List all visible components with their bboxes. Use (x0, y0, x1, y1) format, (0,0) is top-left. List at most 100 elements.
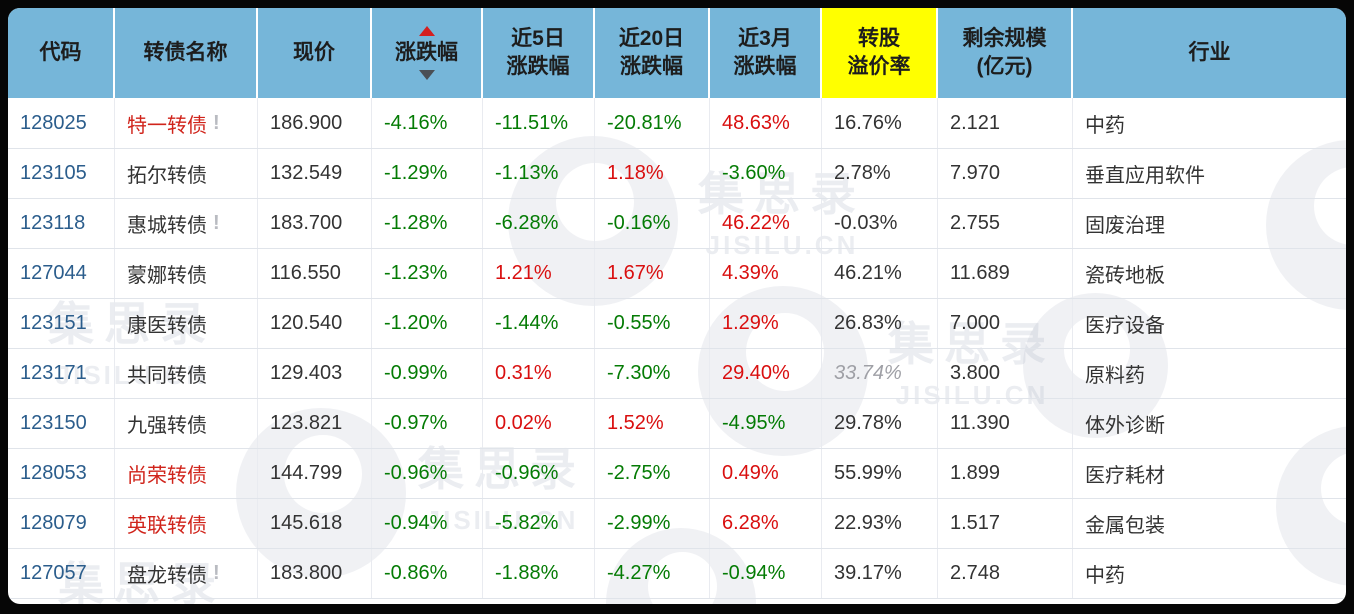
bond-code-link[interactable]: 128025 (20, 111, 87, 134)
cell-change5d: -1.13% (483, 149, 595, 198)
cell-name[interactable]: 共同转债 (115, 349, 258, 398)
bond-code-link[interactable]: 128079 (20, 512, 87, 534)
col-header-industry[interactable]: 行业 (1073, 8, 1346, 98)
bond-name-link[interactable]: 康医转债 (127, 315, 207, 337)
cell-change3m: 4.39% (710, 249, 822, 298)
cell-name[interactable]: 尚荣转债 (115, 449, 258, 498)
cell-value: -2.75% (607, 462, 671, 484)
col-header-change[interactable]: 涨跌幅 (372, 8, 483, 98)
cell-code[interactable]: 123105 (8, 149, 115, 198)
cell-value: -0.94% (384, 512, 448, 534)
cell-name[interactable]: 九强转债 (115, 399, 258, 448)
cell-value: 116.550 (270, 262, 341, 284)
bond-name-link[interactable]: 九强转债 (127, 415, 207, 437)
cell-name[interactable]: 拓尔转债 (115, 149, 258, 198)
cell-premium: -0.03% (822, 199, 938, 248)
cell-name[interactable]: 惠城转债! (115, 199, 258, 248)
cell-premium: 29.78% (822, 399, 938, 448)
col-header-change20d[interactable]: 近20日 涨跌幅 (595, 8, 710, 98)
cell-price: 144.799 (258, 449, 372, 498)
cell-code[interactable]: 128053 (8, 449, 115, 498)
bond-code-link[interactable]: 123118 (20, 212, 86, 234)
cell-change: -4.16% (372, 98, 483, 148)
cell-value: -7.30% (607, 362, 671, 384)
table-row: 123171 共同转债 129.403 -0.99% 0.31% -7.30% 29.40%… (8, 348, 1346, 398)
cell-change5d: 0.31% (483, 349, 595, 398)
alert-icon[interactable]: ! (213, 212, 220, 234)
sort-asc-icon[interactable] (418, 25, 435, 36)
col-header-label: 行业 (1188, 40, 1231, 64)
cell-premium: 33.74% (822, 349, 938, 398)
cell-name[interactable]: 英联转债 (115, 499, 258, 548)
bond-name-link[interactable]: 拓尔转债 (127, 165, 207, 187)
cell-name[interactable]: 康医转债 (115, 299, 258, 348)
cell-change3m: -3.60% (710, 149, 822, 198)
cell-value: -1.23% (384, 262, 448, 284)
cell-industry: 医疗耗材 (1073, 449, 1346, 498)
cell-industry: 体外诊断 (1073, 399, 1346, 448)
col-header-premium[interactable]: 转股 溢价率 (822, 8, 938, 98)
cell-value: 垂直应用软件 (1085, 165, 1205, 187)
bond-code-link[interactable]: 123105 (20, 162, 87, 184)
cell-value: 33.74% (834, 362, 902, 384)
col-header-price[interactable]: 现价 (258, 8, 372, 98)
cell-value: 2.748 (950, 562, 1001, 584)
cell-value: -0.99% (384, 362, 448, 384)
bond-name-link[interactable]: 惠城转债 (127, 215, 207, 237)
cell-value: 129.403 (270, 362, 343, 384)
col-header-name[interactable]: 转债名称 (115, 8, 258, 98)
bond-code-link[interactable]: 123151 (20, 312, 87, 334)
cell-value: 固废治理 (1085, 215, 1165, 237)
bond-code-link[interactable]: 127044 (20, 262, 87, 284)
bond-name-link[interactable]: 盘龙转债 (127, 565, 207, 587)
cell-value: 183.800 (270, 562, 343, 584)
cell-code[interactable]: 123150 (8, 399, 115, 448)
cell-change5d: -5.82% (483, 499, 595, 548)
bond-code-link[interactable]: 128053 (20, 462, 87, 484)
cell-change: -0.97% (372, 399, 483, 448)
bond-name-link[interactable]: 英联转债 (127, 515, 207, 537)
col-header-label: 现价 (293, 40, 335, 64)
cell-code[interactable]: 128025 (8, 98, 115, 148)
col-header-change5d[interactable]: 近5日 涨跌幅 (483, 8, 595, 98)
cell-name[interactable]: 盘龙转债! (115, 549, 258, 598)
col-header-code[interactable]: 代码 (8, 8, 115, 98)
cell-code[interactable]: 127057 (8, 549, 115, 598)
cell-code[interactable]: 127044 (8, 249, 115, 298)
cell-code[interactable]: 123151 (8, 299, 115, 348)
cell-price: 129.403 (258, 349, 372, 398)
alert-icon[interactable]: ! (213, 111, 220, 134)
table-row: 127057 盘龙转债! 183.800 -0.86% -1.88% -4.27% -0.9… (8, 548, 1346, 598)
bond-name-link[interactable]: 蒙娜转债 (127, 265, 207, 287)
cell-value: 医疗耗材 (1085, 465, 1165, 487)
cell-premium: 39.17% (822, 549, 938, 598)
alert-icon[interactable]: ! (213, 562, 220, 584)
cell-value: 46.22% (722, 212, 790, 234)
cell-name[interactable]: 特一转债! (115, 98, 258, 148)
bond-name-link[interactable]: 尚荣转债 (127, 465, 207, 487)
cell-value: 7.970 (950, 162, 1001, 184)
cell-name[interactable]: 蒙娜转债 (115, 249, 258, 298)
col-header-label: 涨跌幅 (620, 55, 683, 78)
col-header-remaining[interactable]: 剩余规模 (亿元) (938, 8, 1073, 98)
sort-desc-icon[interactable] (418, 70, 435, 81)
bond-code-link[interactable]: 127057 (20, 562, 87, 584)
col-header-change3m[interactable]: 近3月 涨跌幅 (710, 8, 822, 98)
cell-code[interactable]: 123118 (8, 199, 115, 248)
table-row: 128079 英联转债 145.618 -0.94% -5.82% -2.99% 6.28%… (8, 498, 1346, 548)
bond-code-link[interactable]: 123171 (20, 362, 87, 384)
cell-value: 183.700 (270, 212, 343, 234)
table-row: 128053 尚荣转债 144.799 -0.96% -0.96% -2.75% 0.49%… (8, 448, 1346, 498)
table-row: 123118 惠城转债! 183.700 -1.28% -6.28% -0.16% 46.2… (8, 198, 1346, 248)
cell-code[interactable]: 123171 (8, 349, 115, 398)
cell-value: -1.28% (384, 212, 448, 234)
bond-code-link[interactable]: 123150 (20, 412, 87, 434)
bond-name-link[interactable]: 共同转债 (127, 365, 207, 387)
cell-change20d: -2.75% (595, 449, 710, 498)
cell-value: 145.618 (270, 512, 343, 534)
cell-value: 48.63% (722, 111, 790, 134)
cell-code[interactable]: 128079 (8, 499, 115, 548)
bond-name-link[interactable]: 特一转债 (127, 114, 207, 137)
cell-price: 183.800 (258, 549, 372, 598)
cell-value: 2.121 (950, 111, 1001, 134)
